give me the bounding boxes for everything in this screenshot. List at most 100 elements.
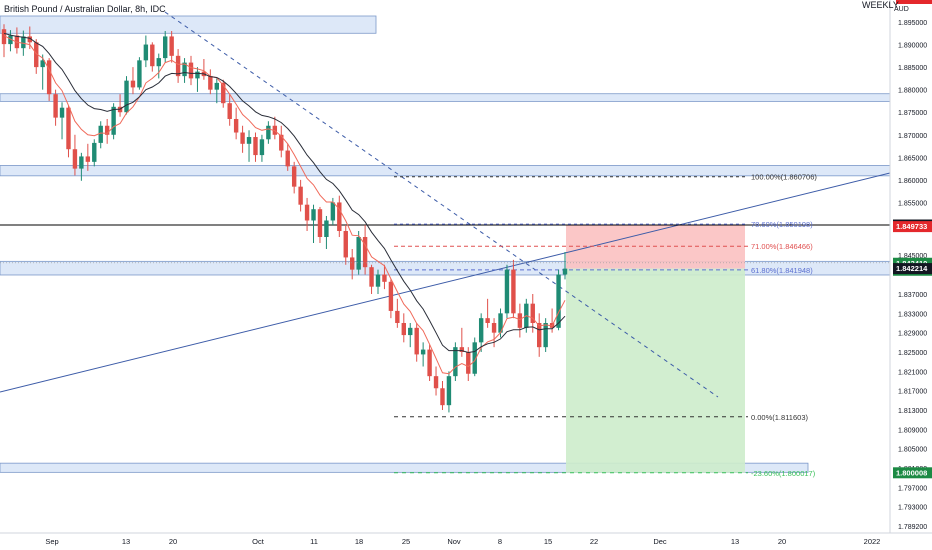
price-tick-label: 1.890000 <box>898 43 927 50</box>
candle-body <box>240 132 245 144</box>
candle-body <box>92 142 97 162</box>
candle-body <box>324 220 329 237</box>
fib-level-label: 100.00%(1.860706) <box>751 173 817 182</box>
price-tick-label: 1.885000 <box>898 65 927 72</box>
candle-body <box>53 94 58 118</box>
candle-body <box>214 82 219 90</box>
candle-body <box>491 323 497 333</box>
candle-body <box>104 125 110 135</box>
price-tick-label: 1.880000 <box>898 88 927 95</box>
candle-body <box>150 44 155 67</box>
candle-body <box>27 36 32 43</box>
candle-body <box>8 35 13 45</box>
timeframe-label[interactable]: WEEKLY <box>862 0 899 10</box>
take-profit-box <box>566 268 745 473</box>
candle-body <box>562 268 568 275</box>
candle-body <box>34 42 39 68</box>
time-tick-label: Dec <box>653 537 667 546</box>
candle-body <box>498 313 503 333</box>
candle-body <box>253 137 258 156</box>
candle-body <box>362 237 368 268</box>
candle-body <box>175 55 181 77</box>
candle-body <box>446 376 452 406</box>
price-tick-label: 1.825000 <box>898 350 927 357</box>
time-tick-label: 18 <box>355 537 363 546</box>
time-tick-label: 13 <box>731 537 739 546</box>
candle-body <box>537 323 542 348</box>
candle-body <box>137 60 142 88</box>
candle-body <box>440 388 445 406</box>
price-tick-label: 1.865000 <box>898 155 927 162</box>
candle-body <box>427 349 432 377</box>
candle-body <box>382 274 387 282</box>
price-tick-label: 1.829000 <box>898 331 927 338</box>
price-tick-label: 1.875000 <box>898 110 927 117</box>
time-tick-label: 8 <box>498 537 502 546</box>
candle-body <box>485 318 490 323</box>
candle-body <box>304 204 310 221</box>
fib-level-label: 61.80%(1.841948) <box>751 266 813 275</box>
candle-body <box>395 310 400 323</box>
candle-body <box>182 62 187 77</box>
candle-body <box>246 137 252 144</box>
candle-body <box>72 149 78 169</box>
time-tick-label: Sep <box>45 537 58 546</box>
candle-body <box>111 106 116 135</box>
candle-body <box>233 118 239 133</box>
price-tick-label: 1.833000 <box>898 311 927 318</box>
price-tick-label: 1.837000 <box>898 292 927 299</box>
price-tick-label: 1.895000 <box>898 20 927 27</box>
symbol-title: British Pound / Australian Dollar, 8h, I… <box>4 4 166 14</box>
time-tick-label: 15 <box>544 537 552 546</box>
price-tick-label: 1.821000 <box>898 369 927 376</box>
candle-body <box>21 36 26 49</box>
fib-level-label: -23.60%(1.800017) <box>751 469 816 478</box>
time-tick-label: 13 <box>122 537 130 546</box>
time-tick-label: Oct <box>252 537 265 546</box>
ascending-trendline <box>0 172 891 393</box>
candle-body <box>1 29 7 45</box>
time-tick-label: 2022 <box>864 537 881 546</box>
price-tick-label: 1.870000 <box>898 133 927 140</box>
candle-body <box>472 342 477 374</box>
price-tag <box>893 263 932 275</box>
candle-body <box>259 139 265 156</box>
candle-body <box>420 349 426 355</box>
candle-body <box>517 313 523 328</box>
candle-body <box>266 125 271 140</box>
time-tick-label: Nov <box>447 537 461 546</box>
time-tick-label: 20 <box>778 537 786 546</box>
price-tag-label: 1.849733 <box>896 222 927 231</box>
time-tick-label: 25 <box>402 537 410 546</box>
candle-body <box>66 107 71 150</box>
descending-trendline <box>164 11 719 398</box>
candle-body <box>459 347 465 352</box>
price-tag <box>893 467 932 479</box>
ema-slow-line <box>3 32 566 354</box>
candle-body <box>46 60 52 95</box>
candle-body <box>311 209 316 221</box>
candle-body <box>317 209 323 237</box>
candle-body <box>169 36 174 56</box>
alert-tab <box>896 0 932 4</box>
candle-body <box>143 44 149 61</box>
candle-body <box>530 303 535 323</box>
candle-body <box>433 376 439 389</box>
price-tag-label: 1.842214 <box>896 264 928 273</box>
candle-body <box>156 58 161 67</box>
price-tag <box>893 221 932 233</box>
time-tick-label: 20 <box>169 537 177 546</box>
price-tick-label: 1.860000 <box>898 178 927 185</box>
currency-label: AUD <box>894 6 909 13</box>
candle-body <box>291 166 297 187</box>
candle-body <box>356 237 361 270</box>
candle-body <box>414 327 419 355</box>
candle-body <box>163 36 168 59</box>
zone-box <box>0 93 891 102</box>
candle-body <box>79 156 84 169</box>
candle-body <box>511 269 516 314</box>
price-tick-label: 1.809000 <box>898 427 927 434</box>
candle-body <box>408 327 413 336</box>
